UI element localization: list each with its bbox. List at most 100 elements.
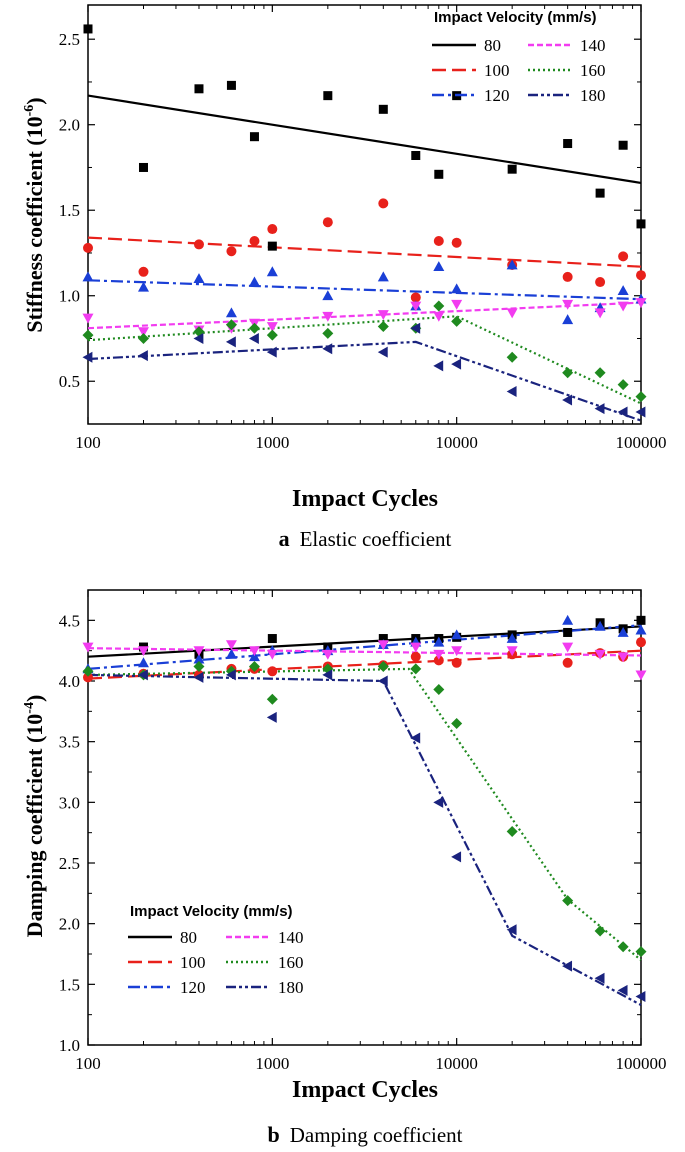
panel-a-point-120 [225, 307, 237, 318]
panel-a-y-tick-label: 0.5 [59, 372, 80, 391]
panel-b-point-140 [193, 646, 205, 657]
panel-b-point-80 [563, 627, 573, 637]
panel-a-legend-title: Impact Velocity (mm/s) [434, 9, 597, 26]
panel-b-point-140 [410, 642, 422, 653]
panel-a-point-120 [562, 314, 574, 325]
panel-b-legend-label-160: 160 [278, 953, 304, 972]
panel-a-point-180 [322, 343, 333, 355]
panel-a-y-tick-label: 1.5 [59, 201, 80, 220]
panel-b-point-180 [562, 960, 573, 972]
panel-b-legend-title: Impact Velocity (mm/s) [130, 903, 293, 920]
panel-b-point-160 [594, 925, 606, 937]
panel-b-point-160 [193, 660, 205, 672]
panel-b-fit-line-140 [87, 647, 642, 657]
panel-b-y-tick-label: 2.5 [59, 854, 80, 873]
panel-a-point-180 [137, 350, 148, 362]
panel-a-point-140 [322, 311, 334, 322]
panel-b-point-180 [594, 972, 605, 984]
panel-b-point-120 [594, 620, 606, 631]
panel-a-point-100 [193, 239, 204, 250]
panel-b-legend-label-140: 140 [278, 928, 304, 947]
panel-b-point-160 [377, 660, 389, 672]
panel-b-point-120 [617, 626, 629, 637]
panel-b-point-100 [267, 666, 278, 677]
panel-a-fit-line-140 [87, 301, 642, 330]
panel-b-point-80 [636, 615, 646, 625]
panel-b-y-tick-label: 3.5 [59, 733, 80, 752]
panel-a-point-160 [635, 391, 647, 403]
panel-b-point-180 [617, 984, 628, 996]
panel-b-y-axis-title: Damping coefficient (10-4) [22, 695, 47, 938]
panel-b-y-tick-label: 4.5 [59, 611, 80, 630]
panel-a-point-80 [83, 24, 93, 34]
panel-a-point-180 [377, 346, 388, 358]
panel-a-x-tick-label: 100 [75, 433, 101, 452]
panel-a-point-140 [451, 299, 463, 310]
panel-b-point-160 [410, 663, 422, 675]
panel-a-fit-line-160 [87, 315, 642, 405]
panel-a-point-160 [617, 379, 629, 391]
panel-a-point-120 [266, 266, 278, 277]
panel-b-point-180 [451, 851, 462, 863]
panel-a-point-100 [267, 224, 278, 235]
panel-a-point-80 [323, 91, 333, 101]
panel-a-plot-frame [87, 4, 642, 425]
panel-b-point-140 [594, 649, 606, 660]
panel-b-legend: Impact Velocity (mm/s) 80 100 120 140 160 180 [128, 903, 304, 997]
panel-b-point-120 [635, 624, 647, 635]
panel-b-point-160 [617, 941, 629, 953]
panel-a-point-100 [410, 292, 421, 303]
panel-b-point-140 [562, 642, 574, 653]
panel-a-point-80 [378, 104, 388, 114]
panel-a-point-160 [137, 332, 149, 344]
panel-b-point-180 [377, 675, 388, 687]
panel-b-point-180 [635, 990, 646, 1002]
panel-a-point-180 [193, 332, 204, 344]
panel-a-point-120 [193, 273, 205, 284]
panel-a-point-140 [594, 308, 606, 319]
panel-a-point-100 [226, 246, 237, 257]
panel-a-legend: Impact Velocity (mm/s) 80 100 120 140 160 180 [432, 9, 606, 105]
panel-a-point-100 [322, 217, 333, 228]
panel-b-point-160 [451, 717, 463, 729]
panel-b-damping-coefficient: 100 1000 10000 100000 1.0 1.5 2.0 2.5 3.0 3.5 4.0 4… [22, 589, 667, 1147]
panel-b-legend-label-120: 120 [180, 978, 206, 997]
panel-a-point-120 [137, 281, 149, 292]
panel-a-y-tick-label: 1.0 [59, 287, 80, 306]
panel-a-point-160 [433, 300, 445, 312]
panel-a-legend-label-100: 100 [484, 61, 510, 80]
panel-b-point-80 [378, 634, 388, 644]
panel-a-point-80 [249, 132, 259, 142]
panel-b-point-160 [433, 683, 445, 695]
panel-b-point-120 [137, 657, 149, 668]
panel-b-legend-label-80: 80 [180, 928, 197, 947]
panel-a-point-160 [594, 367, 606, 379]
panel-b-point-100 [451, 657, 462, 668]
panel-b-y-tick-label: 1.5 [59, 975, 80, 994]
panel-b-legend-label-100: 100 [180, 953, 206, 972]
panel-a-y-tick-label: 2.0 [59, 116, 80, 135]
panel-a-point-180 [635, 406, 646, 418]
panel-b-y-tick-label: 1.0 [59, 1036, 80, 1055]
panel-b-point-120 [451, 629, 463, 640]
panel-a-point-160 [248, 322, 260, 334]
panel-a-point-160 [562, 367, 574, 379]
panel-b-point-180 [506, 924, 517, 936]
panel-b-point-120 [193, 653, 205, 664]
panel-a-point-120 [433, 261, 445, 272]
panel-b-point-160 [562, 895, 574, 907]
panel-a-point-160 [82, 329, 94, 341]
panel-b-point-140 [82, 642, 94, 653]
panel-a-point-160 [322, 327, 334, 339]
panel-a-point-180 [617, 406, 628, 418]
panel-b-fit-line-160 [87, 667, 642, 961]
panel-a-x-axis-title: Impact Cycles [292, 486, 438, 512]
panel-b-point-180 [322, 669, 333, 681]
panel-a-point-100 [378, 198, 389, 209]
panel-a-point-80 [411, 150, 421, 160]
panel-a-point-80 [434, 169, 444, 179]
panel-b-point-140 [617, 652, 629, 663]
panel-a-fit-line-100 [87, 236, 642, 268]
panel-b-x-axis-title: Impact Cycles [292, 1077, 438, 1103]
